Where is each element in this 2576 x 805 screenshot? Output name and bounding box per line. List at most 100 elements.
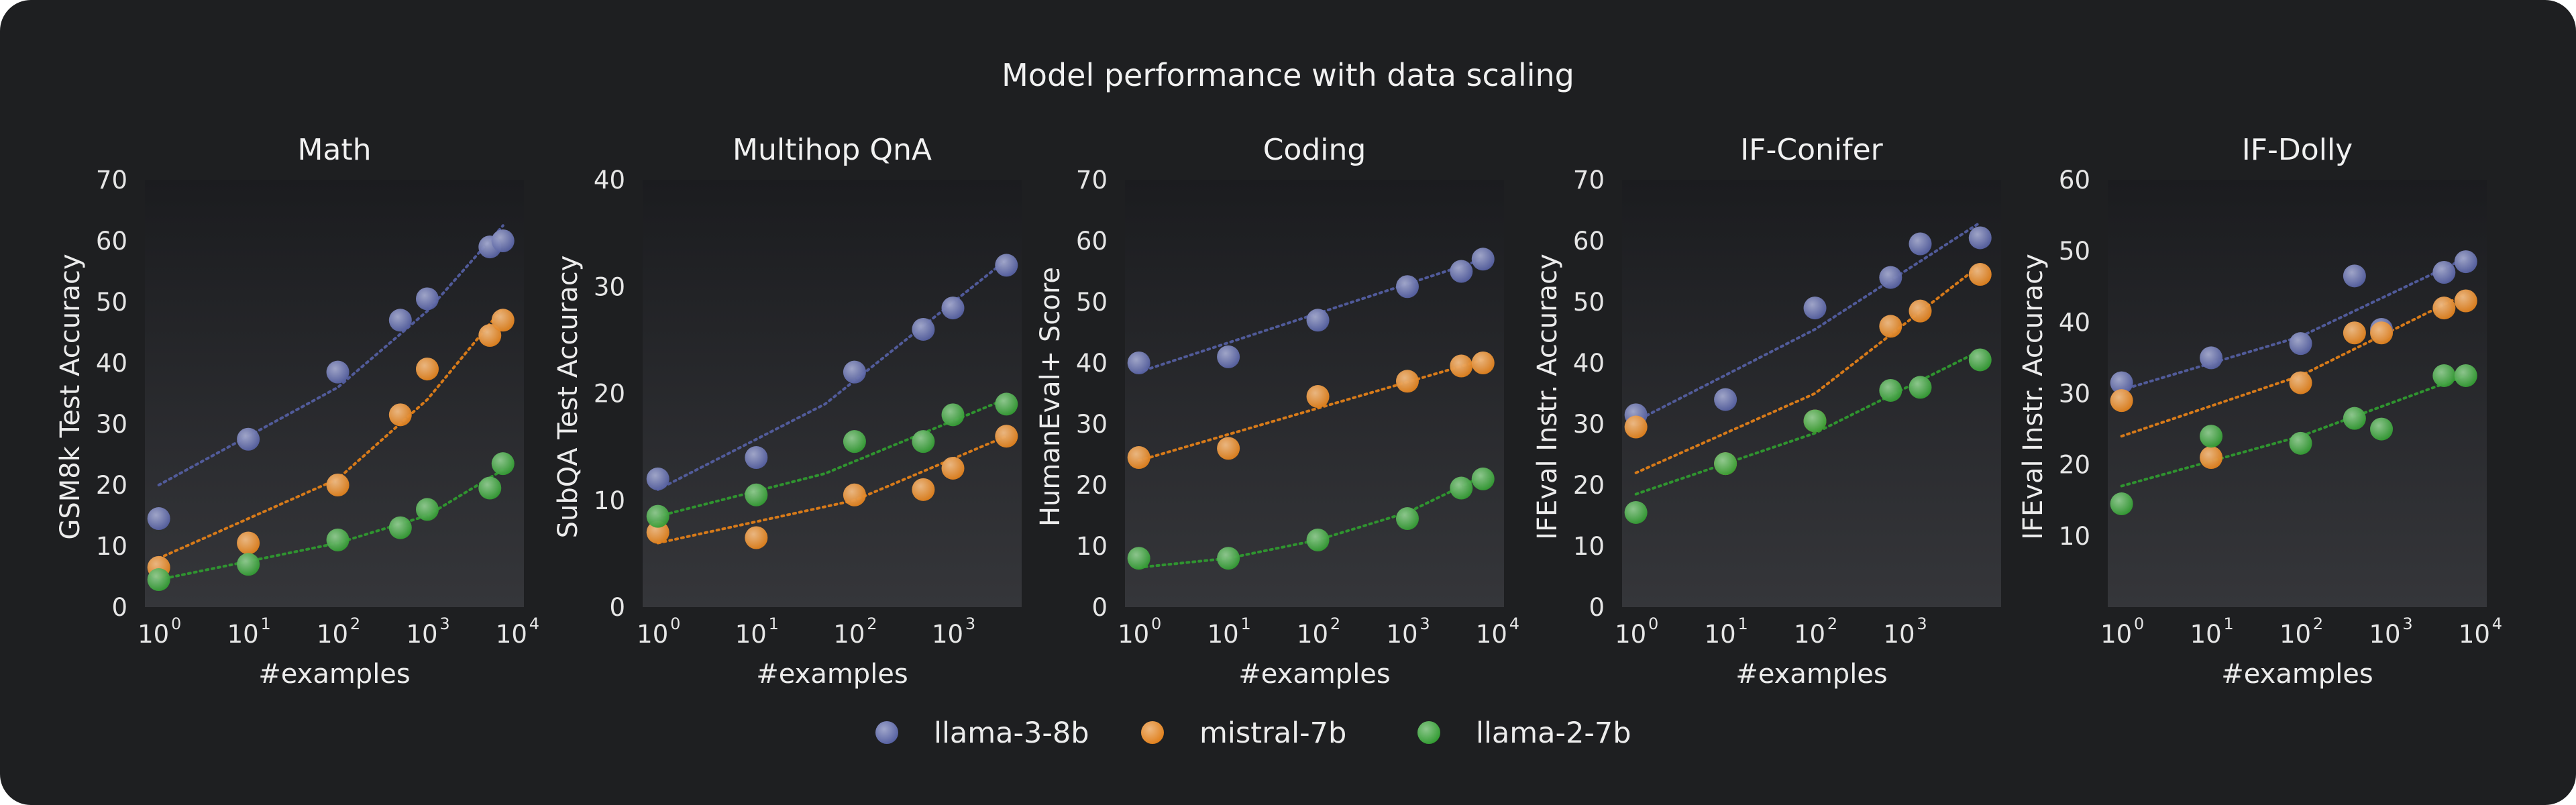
data-point-highlight bbox=[646, 521, 669, 544]
y-tick-label: 20 bbox=[2059, 451, 2090, 480]
trend-line-llama-3-8b bbox=[1634, 221, 1982, 423]
y-tick-label: 10 bbox=[96, 532, 127, 561]
y-tick-label: 40 bbox=[594, 166, 625, 195]
data-point-highlight bbox=[1471, 467, 1495, 490]
x-tick-exponent: 2 bbox=[350, 614, 360, 633]
data-point-highlight bbox=[1450, 354, 1473, 378]
y-tick-label: 30 bbox=[96, 410, 127, 439]
y-axis-label: SubQA Test Accuracy bbox=[553, 256, 584, 539]
x-tick-exponent: 2 bbox=[1330, 614, 1340, 633]
data-point-highlight bbox=[1714, 388, 1737, 411]
data-point-highlight bbox=[491, 452, 515, 476]
y-tick-label: 10 bbox=[594, 486, 625, 515]
y-axis-label: HumanEval+ Score bbox=[1035, 267, 1066, 527]
x-tick-label: 10 bbox=[227, 620, 259, 649]
data-point-highlight bbox=[326, 528, 350, 551]
y-axis-label: IFEval Instr. Accuracy bbox=[1532, 254, 1563, 540]
y-tick-label: 60 bbox=[96, 227, 127, 256]
data-point-highlight bbox=[745, 483, 768, 506]
data-point-highlight bbox=[2370, 417, 2394, 441]
data-point-highlight bbox=[2289, 431, 2312, 455]
legend-label-llama-2-7b: llama-2-7b bbox=[1476, 716, 1631, 750]
data-point-highlight bbox=[2454, 364, 2477, 387]
y-tick-label: 50 bbox=[1076, 288, 1108, 317]
x-tick-label: 10 bbox=[2190, 620, 2222, 649]
data-point-highlight bbox=[2432, 261, 2456, 284]
data-point-highlight bbox=[2343, 264, 2366, 288]
y-tick-label: 0 bbox=[1589, 593, 1605, 622]
x-tick-exponent: 4 bbox=[1509, 614, 1519, 633]
data-point-highlight bbox=[1127, 352, 1150, 374]
y-tick-label: 30 bbox=[1076, 410, 1108, 439]
data-point-highlight bbox=[1803, 297, 1827, 320]
trend-line-mistral-7b bbox=[1137, 358, 1485, 462]
y-tick-label: 60 bbox=[1076, 227, 1108, 256]
data-point-highlight bbox=[1127, 547, 1150, 570]
data-point-highlight bbox=[388, 309, 412, 332]
data-point-highlight bbox=[1450, 260, 1473, 283]
y-tick-label: 30 bbox=[2059, 380, 2090, 409]
data-point-highlight bbox=[2432, 297, 2456, 320]
x-tick-label: 10 bbox=[2369, 620, 2400, 649]
x-tick-label: 10 bbox=[833, 620, 865, 649]
x-tick-label: 10 bbox=[1883, 620, 1915, 649]
x-tick-label: 10 bbox=[406, 620, 437, 649]
data-point-highlight bbox=[2200, 425, 2223, 448]
legend-label-mistral-7b: mistral-7b bbox=[1199, 716, 1346, 750]
x-tick-label: 10 bbox=[1476, 620, 1507, 649]
x-tick-label: 10 bbox=[1386, 620, 1417, 649]
data-point-highlight bbox=[478, 324, 502, 347]
y-tick-label: 60 bbox=[1573, 227, 1605, 256]
data-point-highlight bbox=[912, 478, 935, 501]
x-tick-exponent: 0 bbox=[171, 614, 181, 633]
plot-area bbox=[643, 180, 1022, 607]
x-tick-exponent: 2 bbox=[1827, 614, 1837, 633]
x-tick-label: 10 bbox=[1208, 620, 1239, 649]
data-point-highlight bbox=[2370, 321, 2394, 345]
x-tick-exponent: 0 bbox=[2134, 614, 2144, 633]
y-tick-label: 70 bbox=[1076, 166, 1108, 195]
x-tick-label: 10 bbox=[2100, 620, 2132, 649]
data-point-highlight bbox=[2454, 289, 2477, 313]
x-tick-exponent: 0 bbox=[1151, 614, 1161, 633]
data-point-highlight bbox=[1471, 352, 1495, 374]
x-tick-label: 10 bbox=[1615, 620, 1646, 649]
x-tick-exponent: 4 bbox=[529, 614, 539, 633]
data-point-highlight bbox=[388, 403, 412, 427]
data-point-highlight bbox=[2289, 332, 2312, 356]
data-point-highlight bbox=[1879, 378, 1902, 402]
data-point-highlight bbox=[237, 553, 260, 576]
data-point-highlight bbox=[1968, 348, 1992, 372]
data-point-highlight bbox=[843, 483, 866, 506]
x-tick-label: 10 bbox=[1705, 620, 1736, 649]
y-tick-label: 10 bbox=[1076, 532, 1108, 561]
panel-title: IF-Dolly bbox=[2242, 133, 2353, 167]
x-tick-exponent: 1 bbox=[1240, 614, 1250, 633]
x-axis-label: #examples bbox=[258, 659, 411, 690]
data-point-highlight bbox=[1714, 452, 1737, 476]
data-point-highlight bbox=[1803, 409, 1827, 433]
data-point-highlight bbox=[1450, 476, 1473, 500]
x-tick-exponent: 2 bbox=[867, 614, 877, 633]
y-tick-label: 70 bbox=[1573, 166, 1605, 195]
data-point-highlight bbox=[912, 430, 935, 453]
x-tick-label: 10 bbox=[1297, 620, 1328, 649]
x-tick-exponent: 4 bbox=[2492, 614, 2502, 633]
data-point-highlight bbox=[1395, 370, 1419, 393]
data-point-highlight bbox=[745, 446, 768, 470]
y-tick-label: 10 bbox=[1573, 532, 1605, 561]
data-point-highlight bbox=[995, 254, 1018, 277]
data-point-highlight bbox=[1127, 446, 1150, 470]
panel-title: Math bbox=[297, 133, 371, 167]
legend-marker-highlight bbox=[1417, 721, 1440, 744]
x-tick-exponent: 1 bbox=[260, 614, 270, 633]
x-axis-label: #examples bbox=[1735, 659, 1888, 690]
trend-line-llama-2-7b bbox=[1634, 349, 1982, 496]
data-point-highlight bbox=[2343, 321, 2366, 345]
y-tick-label: 50 bbox=[96, 288, 127, 317]
data-point-highlight bbox=[745, 526, 768, 549]
